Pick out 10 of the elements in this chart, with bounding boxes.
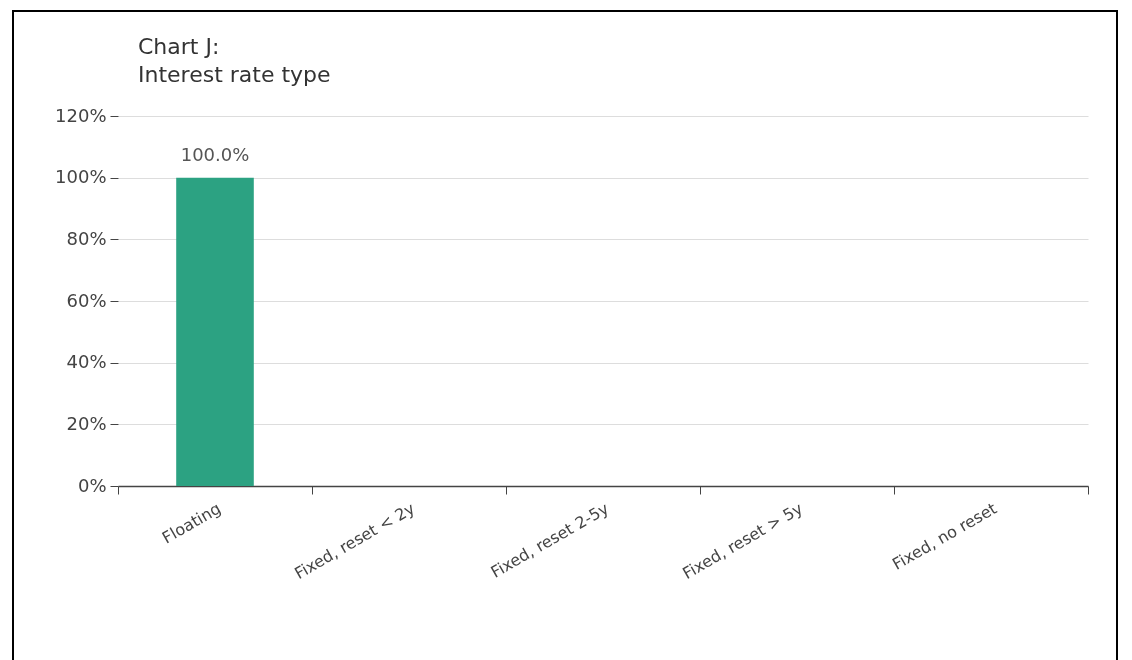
y-tick-label: 20%	[66, 412, 107, 434]
y-tick-label: 60%	[66, 289, 107, 311]
chart-title: Chart J:	[138, 34, 220, 59]
y-tick-label: 100%	[55, 166, 107, 188]
y-tick-label: 80%	[66, 227, 107, 249]
chart-subtitle: Interest rate type	[138, 62, 331, 87]
y-tick-label: 40%	[66, 351, 107, 373]
y-tick-label: 0%	[77, 474, 107, 496]
y-tick-label: 120%	[55, 104, 107, 126]
data-label: 100.0%	[180, 143, 250, 165]
